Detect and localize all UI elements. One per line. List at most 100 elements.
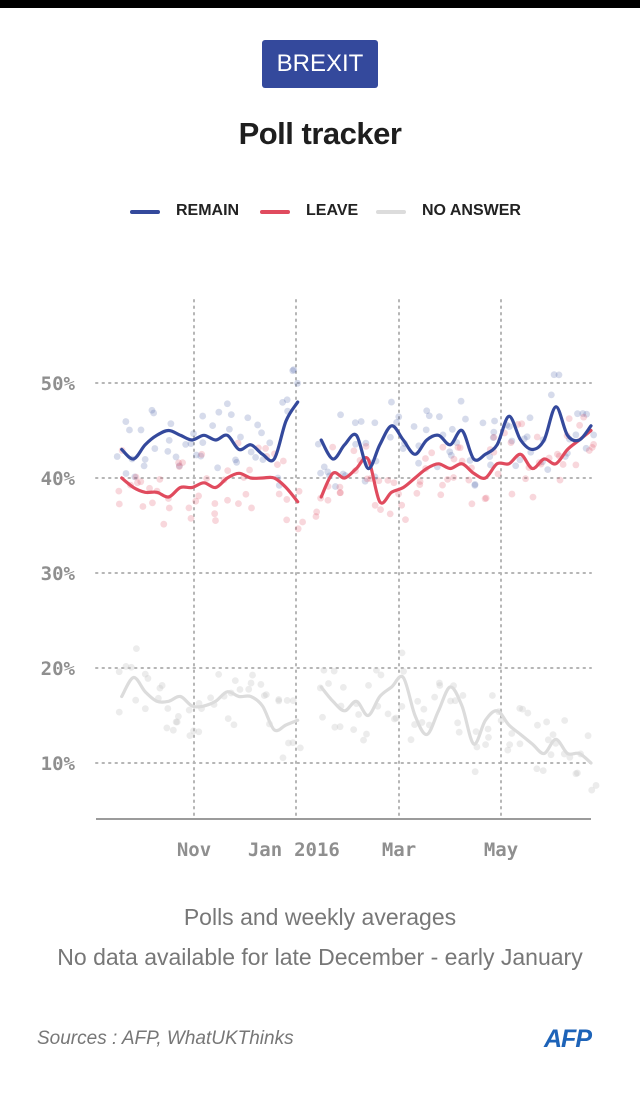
poll-dot <box>482 494 490 502</box>
legend-label-leave: LEAVE <box>306 202 359 219</box>
poll-dot <box>199 439 207 447</box>
poll-dot <box>296 744 304 752</box>
poll-dot <box>373 666 380 674</box>
poll-dot <box>144 675 152 682</box>
poll-dot <box>402 516 409 524</box>
poll-dot <box>115 500 123 508</box>
poll-dot <box>163 724 171 732</box>
poll-dot <box>447 697 454 705</box>
poll-dot <box>195 728 203 736</box>
poll-dot <box>481 495 489 503</box>
poll-dot <box>457 397 465 405</box>
poll-dot <box>149 499 156 507</box>
poll-dot <box>512 462 520 470</box>
poll-dot <box>132 473 140 481</box>
poll-dot <box>455 728 463 736</box>
poll-chart: 10% 20% 30% 40% 50% Nov Jan 2016 Mar May <box>41 299 600 861</box>
poll-dot <box>411 721 419 728</box>
poll-dot <box>479 419 487 427</box>
poll-dot <box>214 464 222 472</box>
poll-dot <box>459 692 467 699</box>
poll-dot <box>211 500 219 507</box>
poll-dot <box>312 513 320 520</box>
poll-dot <box>165 504 173 512</box>
topic-badge: BREXIT <box>262 40 378 88</box>
poll-dot <box>398 703 406 710</box>
poll-dot <box>494 470 502 478</box>
poll-dot <box>393 418 401 426</box>
series-line-no-answer <box>120 675 300 733</box>
y-tick-label: 50% <box>41 373 76 395</box>
poll-dot <box>141 455 149 463</box>
poll-dot <box>266 439 274 447</box>
source-text: Sources : AFP, WhatUKThinks <box>37 1028 294 1049</box>
poll-dot <box>283 396 291 404</box>
poll-dot <box>428 449 436 457</box>
poll-dot <box>439 443 447 451</box>
poll-dot <box>237 433 244 441</box>
poll-dot <box>447 451 455 459</box>
poll-dot <box>197 452 205 460</box>
poll-dot <box>437 491 445 499</box>
poll-dot <box>131 473 139 481</box>
poll-dot <box>148 406 156 414</box>
poll-dot <box>169 726 177 734</box>
poll-dot <box>242 490 250 498</box>
poll-dot <box>332 483 339 490</box>
poll-dot <box>590 431 598 439</box>
poll-dot <box>126 426 133 434</box>
poll-dot <box>179 459 186 466</box>
poll-dot <box>454 443 462 451</box>
poll-dot <box>508 490 516 498</box>
poll-dot <box>410 423 418 430</box>
poll-dot <box>254 421 262 429</box>
poll-dot <box>223 400 231 408</box>
poll-dot <box>165 436 173 444</box>
poll-dot <box>454 719 462 727</box>
poll-dot <box>146 484 153 492</box>
poll-dot <box>377 506 384 514</box>
poll-dot <box>232 456 239 464</box>
poll-dot <box>113 453 121 460</box>
poll-dot <box>262 691 270 699</box>
poll-dot <box>336 489 344 497</box>
poll-dot <box>122 418 130 425</box>
poll-dot <box>257 681 265 688</box>
poll-dot <box>534 721 541 729</box>
poll-dot <box>192 497 200 505</box>
poll-dot <box>211 510 219 518</box>
poll-dot <box>523 433 531 441</box>
poll-dot <box>414 697 422 705</box>
poll-dot <box>362 439 370 447</box>
poll-dot <box>363 730 370 738</box>
poll-dot <box>115 708 123 716</box>
poll-dot <box>275 696 283 703</box>
poll-dot <box>456 444 464 452</box>
poll-dot <box>451 697 459 705</box>
poll-dot <box>416 478 424 485</box>
poll-dot <box>484 725 492 733</box>
poll-dot <box>320 463 328 471</box>
poll-dot <box>487 461 494 469</box>
series-line-no-answer <box>319 674 593 765</box>
poll-dot <box>248 504 255 512</box>
poll-dot <box>283 516 291 524</box>
afp-logo: AFP <box>543 1025 593 1053</box>
poll-dot <box>156 684 164 692</box>
poll-dot <box>275 697 283 705</box>
poll-dot <box>489 434 497 441</box>
poll-dot <box>158 682 166 689</box>
poll-dot <box>199 412 207 420</box>
poll-dot <box>319 713 326 721</box>
poll-dot <box>331 723 339 731</box>
poll-dot <box>420 705 428 713</box>
poll-dot <box>544 736 552 744</box>
poll-dot <box>398 649 406 657</box>
legend-swatch-remain <box>130 210 160 214</box>
poll-dot <box>360 736 367 744</box>
poll-dot <box>352 440 360 448</box>
poll-dot <box>185 706 193 714</box>
x-tick-label: Nov <box>177 839 211 861</box>
poll-dot <box>209 422 217 429</box>
poll-dot <box>482 741 489 749</box>
